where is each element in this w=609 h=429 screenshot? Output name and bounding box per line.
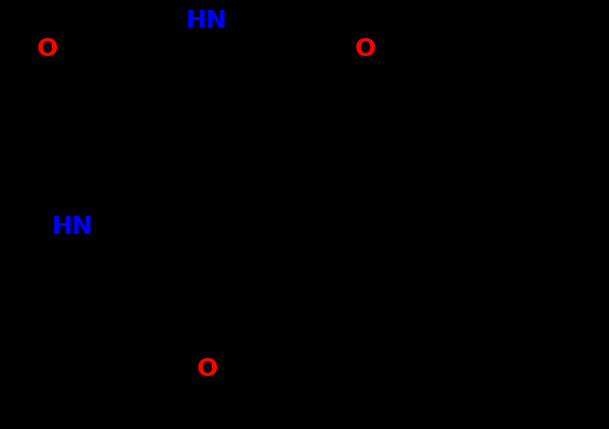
- Text: HN: HN: [52, 215, 94, 239]
- Text: O: O: [37, 37, 58, 61]
- Text: HN: HN: [186, 9, 228, 33]
- Text: O: O: [196, 357, 217, 381]
- Text: O: O: [354, 37, 376, 61]
